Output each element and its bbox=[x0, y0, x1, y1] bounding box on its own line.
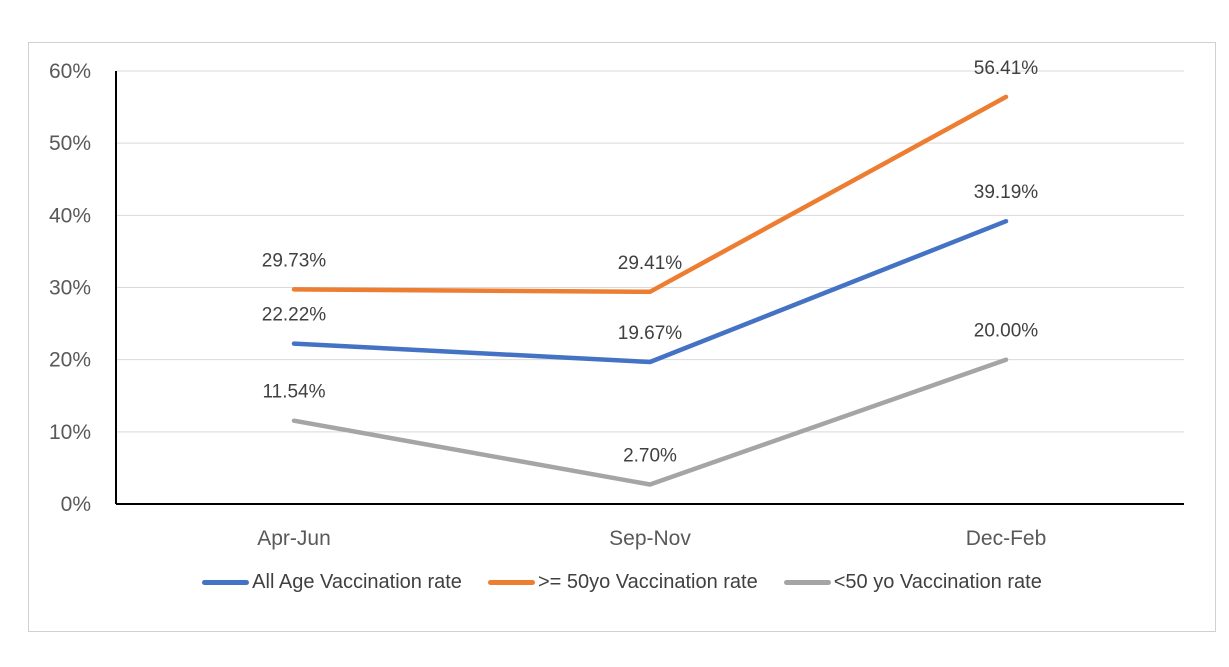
legend-label: All Age Vaccination rate bbox=[252, 571, 462, 593]
legend-line-swatch bbox=[202, 580, 250, 585]
data-label: 29.73% bbox=[262, 250, 327, 271]
legend-line-swatch bbox=[783, 580, 831, 585]
legend-item-1: >= 50yo Vaccination rate bbox=[487, 571, 758, 594]
legend-label: >= 50yo Vaccination rate bbox=[537, 571, 758, 593]
data-label: 20.00% bbox=[974, 321, 1039, 342]
series-line-2 bbox=[291, 357, 1009, 487]
data-label: 19.67% bbox=[618, 323, 683, 344]
data-label: 11.54% bbox=[262, 382, 325, 403]
y-axis-tick-label: 30% bbox=[49, 277, 91, 300]
legend-label: <50 yo Vaccination rate bbox=[833, 571, 1042, 593]
x-axis-category-label: Sep-Nov bbox=[609, 527, 691, 550]
y-axis-tick-label: 0% bbox=[61, 493, 91, 516]
x-axis-category-label: Dec-Feb bbox=[966, 527, 1047, 550]
y-axis-tick-label: 20% bbox=[49, 349, 91, 372]
line-chart: 0% 10% 20% 30% 40% 50% 60% Apr-Jun Sep-Nov Dec-Fe… bbox=[49, 58, 1184, 550]
y-axis-tick-label: 10% bbox=[49, 421, 91, 444]
legend-item-2: <50 yo Vaccination rate bbox=[783, 571, 1042, 594]
data-label: 29.41% bbox=[618, 253, 683, 274]
chart-legend: All Age Vaccination rate >= 50yo Vaccinat… bbox=[29, 571, 1215, 594]
y-axis-tick-label: 40% bbox=[49, 204, 91, 227]
y-axis-tick-label: 50% bbox=[49, 132, 91, 155]
data-label: 2.70% bbox=[623, 446, 677, 467]
series-line-0 bbox=[291, 218, 1009, 365]
data-label: 22.22% bbox=[262, 305, 327, 326]
series-line-1 bbox=[291, 94, 1009, 295]
legend-item-0: All Age Vaccination rate bbox=[202, 571, 462, 594]
legend-line-swatch bbox=[487, 580, 535, 585]
data-label: 56.41% bbox=[974, 58, 1039, 79]
x-axis-category-label: Apr-Jun bbox=[257, 527, 331, 550]
y-axis-tick-label: 60% bbox=[49, 60, 91, 83]
data-label: 39.19% bbox=[974, 182, 1039, 203]
chart-frame: 0% 10% 20% 30% 40% 50% 60% Apr-Jun Sep-Nov Dec-Fe… bbox=[28, 42, 1216, 632]
